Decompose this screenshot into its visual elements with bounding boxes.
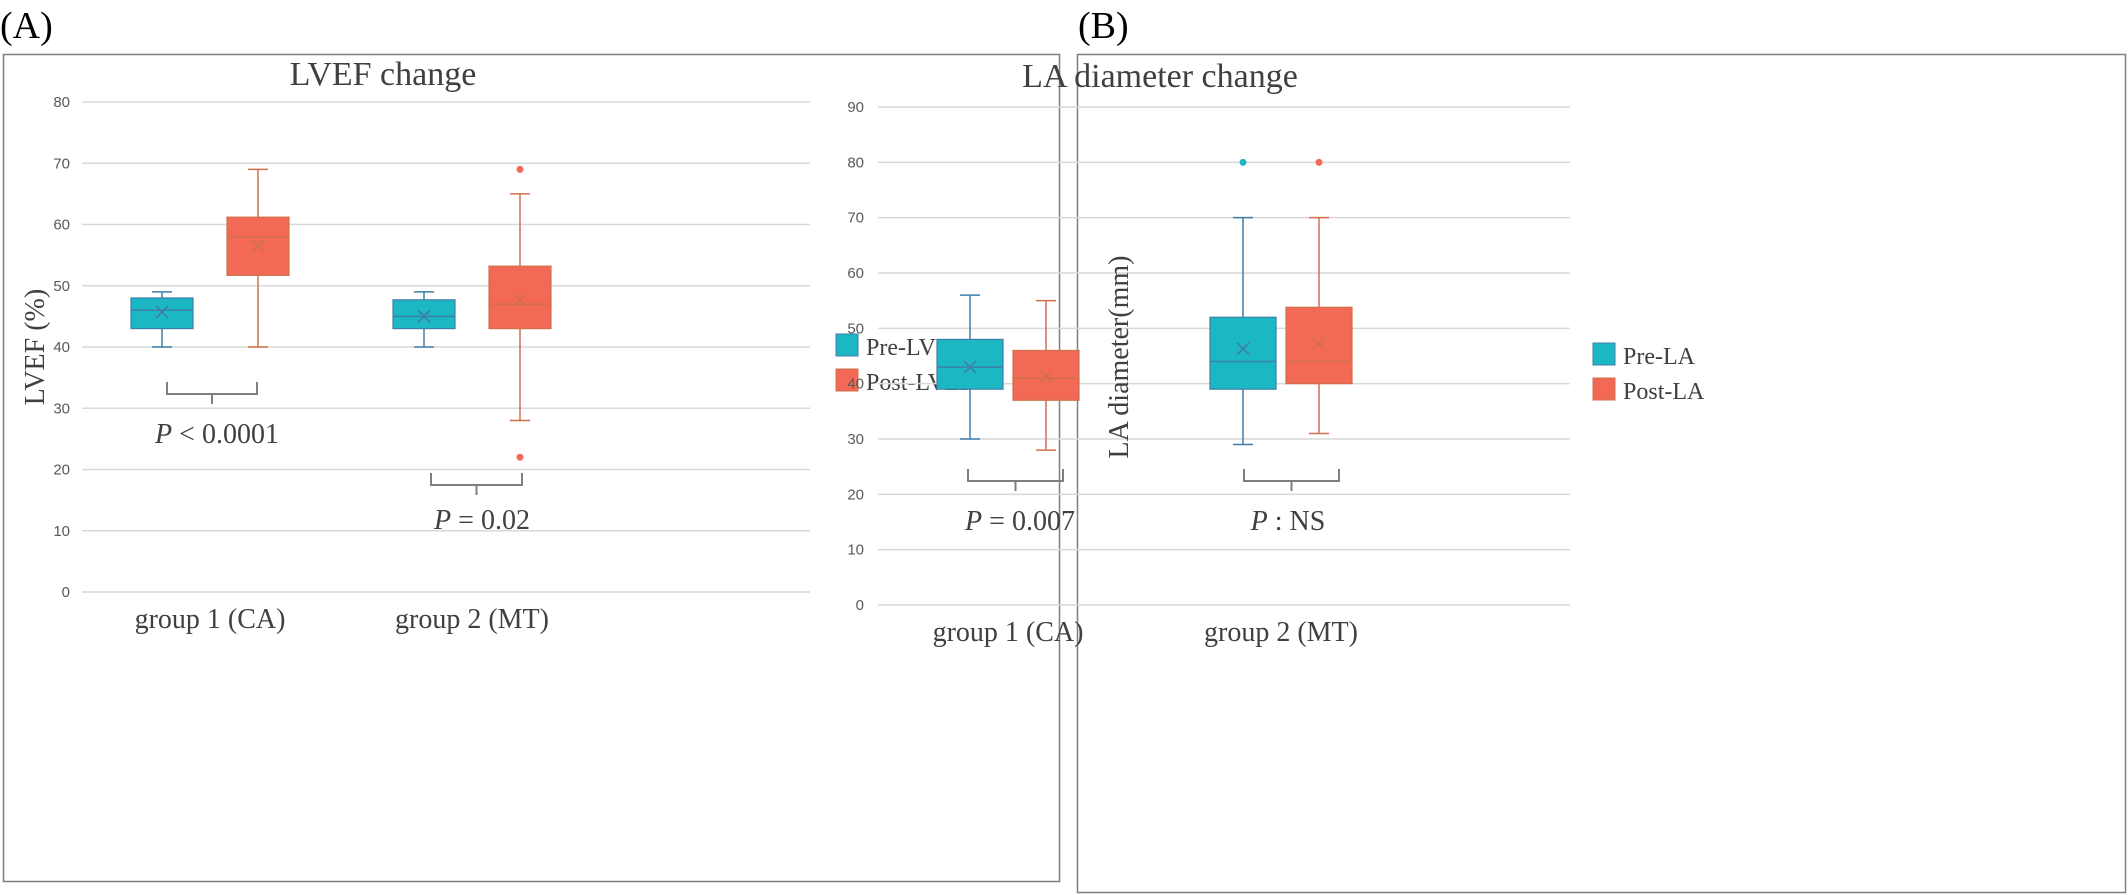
p-symbol: P (964, 506, 982, 537)
y-tick-label: 0 (62, 584, 70, 601)
y-axis-label: LA diameter(mm) (1104, 256, 1135, 459)
y-tick-label: 90 (847, 99, 864, 116)
mean-marker (1039, 369, 1053, 384)
y-tick-label: 20 (847, 486, 864, 503)
p-value-text: = 0.007 (982, 506, 1075, 537)
mean-marker (963, 360, 977, 374)
y-tick-label: 20 (53, 462, 70, 479)
outlier-point (1239, 158, 1247, 166)
y-tick-label: 10 (53, 523, 70, 540)
box-pre-la (1209, 316, 1277, 390)
box-post-lvef (488, 265, 552, 330)
mean-marker (1236, 342, 1250, 356)
legend-swatch (835, 333, 859, 357)
panel-label: (B) (1078, 5, 1129, 47)
box-pre-lvef (130, 297, 194, 330)
panel-label: (A) (0, 5, 53, 47)
outlier-point (516, 165, 524, 173)
x-category-label: group 2 (MT) (395, 604, 549, 635)
chart-title: LA diameter change (1022, 58, 1298, 95)
mean-marker (1312, 337, 1326, 351)
p-value-label: P = 0.02 (433, 505, 530, 536)
mean-marker (155, 305, 169, 319)
y-tick-label: 80 (847, 154, 864, 171)
significance-bracket (166, 382, 258, 404)
significance-bracket (1243, 469, 1340, 491)
significance-bracket (967, 469, 1064, 491)
y-tick-label: 30 (53, 400, 70, 417)
outlier-point (1315, 158, 1323, 166)
legend-label: Post-LA (1623, 379, 1705, 405)
x-category-label: group 1 (CA) (135, 604, 286, 635)
y-tick-label: 40 (847, 376, 864, 393)
box-pre-la (936, 338, 1004, 390)
y-tick-label: 0 (856, 597, 864, 614)
y-tick-label: 70 (53, 155, 70, 172)
p-value-label: P < 0.0001 (154, 419, 279, 450)
y-tick-label: 60 (847, 265, 864, 282)
y-tick-label: 50 (53, 278, 70, 295)
p-value-label: P = 0.007 (964, 506, 1075, 537)
y-tick-label: 50 (847, 320, 864, 337)
p-value-label: P : NS (1250, 506, 1326, 537)
p-value-text: : NS (1268, 506, 1326, 537)
legend-swatch (1592, 377, 1616, 401)
y-tick-label: 60 (53, 217, 70, 234)
mean-marker (513, 293, 527, 307)
p-symbol: P (433, 505, 451, 536)
legend-label: Pre-LA (1623, 344, 1696, 370)
p-symbol: P (154, 419, 172, 450)
legend-swatch (1592, 342, 1616, 366)
y-tick-label: 30 (847, 431, 864, 448)
y-tick-label: 70 (847, 210, 864, 227)
mean-marker (417, 309, 431, 323)
box-post-la (1285, 306, 1353, 385)
y-axis-label: LVEF (%) (20, 289, 51, 405)
p-symbol: P (1250, 506, 1268, 537)
x-category-label: group 1 (CA) (933, 617, 1084, 648)
x-category-label: group 2 (MT) (1204, 617, 1358, 648)
y-tick-label: 10 (847, 542, 864, 559)
outlier-point (516, 453, 524, 461)
legend-swatch (835, 368, 859, 392)
box-pre-lvef (392, 299, 456, 330)
chart-title: LVEF change (290, 56, 477, 93)
p-value-text: = 0.02 (451, 505, 530, 536)
y-tick-label: 40 (53, 339, 70, 356)
y-tick-label: 80 (53, 94, 70, 111)
mean-marker (251, 239, 265, 253)
panel-frame (2, 53, 1061, 883)
significance-bracket (430, 473, 523, 495)
p-value-text: < 0.0001 (172, 419, 279, 450)
panel-frame (1076, 53, 2127, 894)
